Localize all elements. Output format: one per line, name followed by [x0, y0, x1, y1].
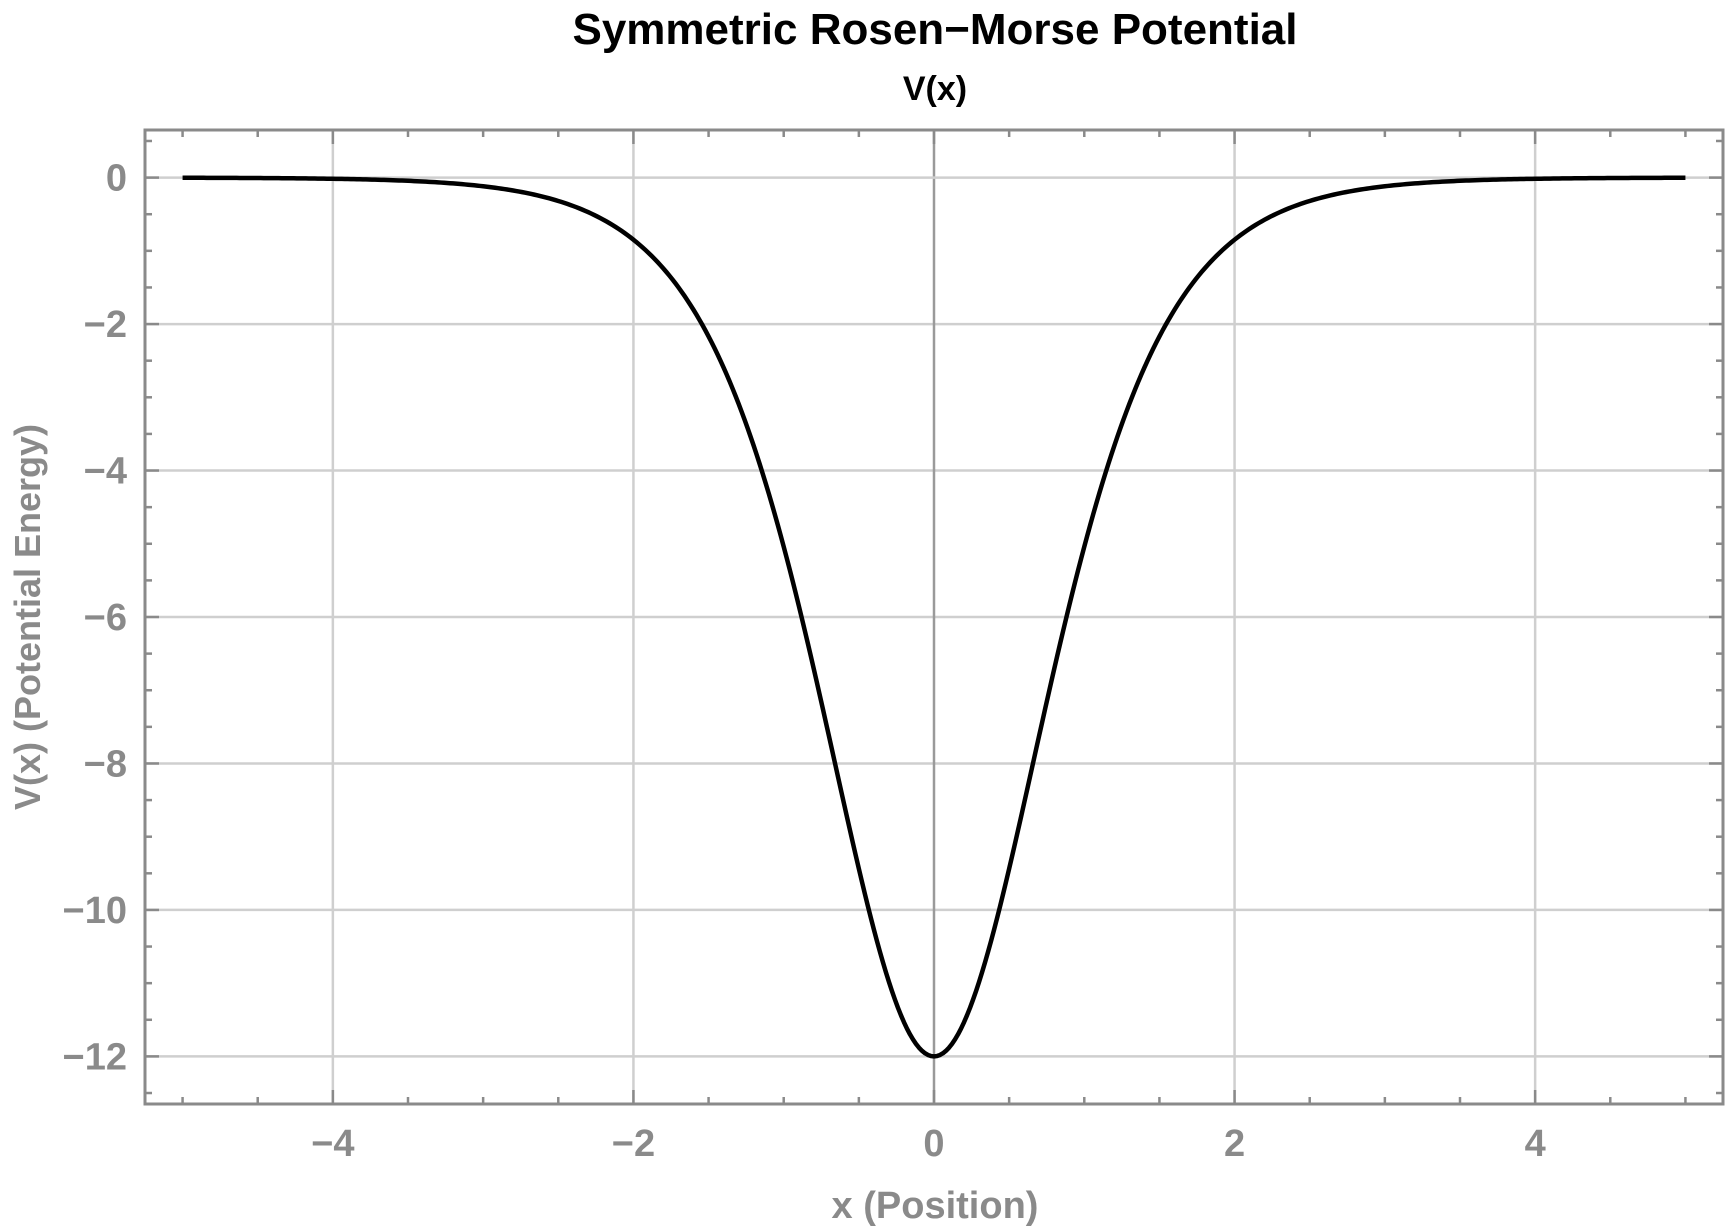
x-tick-label: 0 [923, 1123, 944, 1165]
x-tick-label: 4 [1525, 1123, 1546, 1165]
y-tick-label: −12 [63, 1036, 127, 1078]
tick-labels: −4 −2 0 2 4 0 −2 −4 −6 −8 −10 −12 [63, 158, 1546, 1165]
x-tick-label: −2 [612, 1123, 655, 1165]
x-tick-label: −4 [311, 1123, 354, 1165]
y-axis-label: V(x) (Potential Energy) [7, 424, 48, 810]
chart-subtitle: V(x) [903, 70, 967, 108]
y-tick-label: 0 [106, 158, 127, 200]
axes [145, 130, 1723, 1104]
x-axis-label: x (Position) [832, 1185, 1039, 1227]
y-tick-label: −4 [84, 451, 127, 493]
y-tick-label: −8 [84, 743, 127, 785]
series-layer [182, 175, 1686, 1059]
series-line-vx [182, 175, 1686, 1059]
chart-title: Symmetric Rosen−Morse Potential [572, 5, 1297, 54]
y-tick-label: −6 [84, 597, 127, 639]
y-tick-label: −10 [63, 890, 127, 932]
plot-frame [143, 128, 1725, 1106]
x-tick-label: 2 [1224, 1123, 1245, 1165]
y-tick-label: −2 [84, 304, 127, 346]
